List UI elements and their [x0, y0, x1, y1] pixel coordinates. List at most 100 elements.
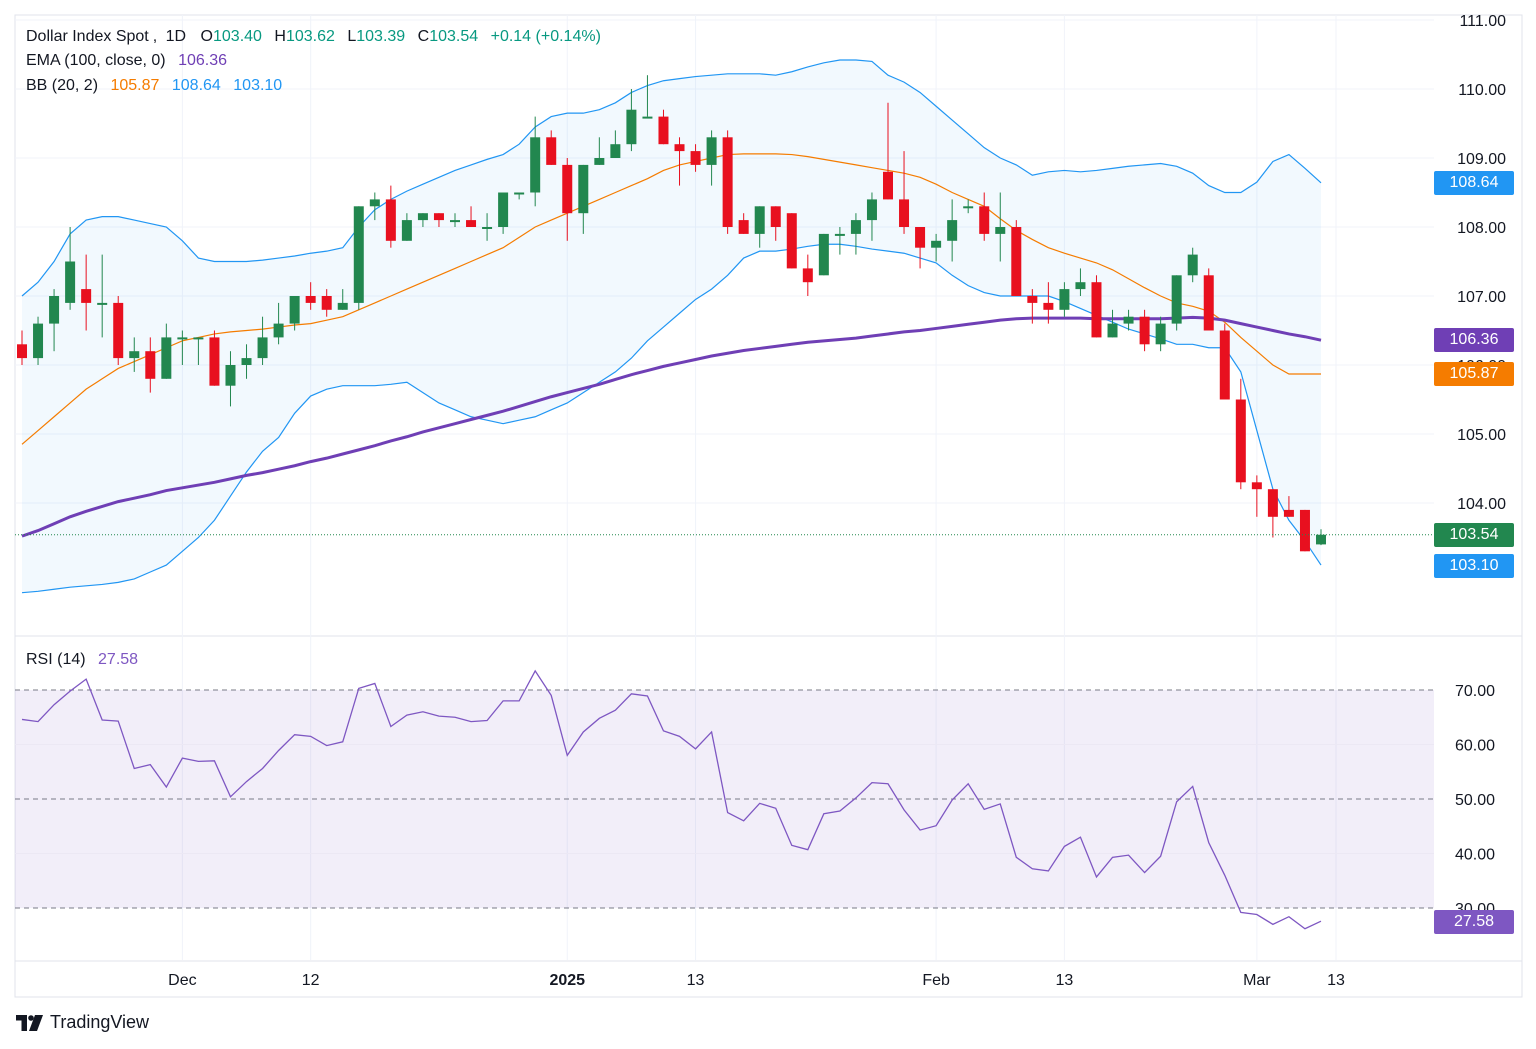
candle-body: [1139, 316, 1150, 345]
candle-body: [289, 296, 300, 324]
tradingview-logo[interactable]: TradingView: [16, 1012, 149, 1033]
bb-band-fill: [22, 60, 1321, 593]
candle-body: [113, 302, 124, 359]
candle: [450, 213, 460, 227]
candle: [113, 296, 124, 365]
ema-badge: 106.36: [1434, 328, 1514, 352]
candle: [915, 227, 926, 269]
candle: [1171, 275, 1182, 331]
candle-body: [1235, 399, 1246, 483]
rsi-tick-label: 50.00: [1455, 792, 1495, 809]
candle-body: [97, 302, 108, 305]
candle: [17, 330, 27, 365]
candle: [193, 337, 204, 365]
bb-basis-line: [21, 153, 1321, 445]
candle: [1235, 378, 1246, 490]
candle: [321, 289, 332, 317]
low-value: 103.39: [356, 28, 406, 45]
candle-body: [866, 199, 877, 221]
candle-body: [995, 227, 1006, 234]
candle-body: [834, 233, 845, 236]
candle-body: [1091, 282, 1102, 338]
bb-label: BB (20, 2): [26, 77, 99, 94]
candle-body: [450, 220, 460, 223]
candle-body: [321, 296, 332, 310]
chart-frame: [14, 14, 1523, 998]
candle: [818, 233, 829, 276]
bb-upper-value: 108.64: [171, 77, 221, 94]
candle: [1316, 529, 1326, 546]
rsi-legend-value: 27.58: [98, 651, 139, 668]
bb-lower-badge: 103.10: [1434, 554, 1514, 578]
price-tick-label: 107.00: [1457, 289, 1506, 306]
candle: [931, 233, 942, 262]
candle-body: [979, 206, 990, 234]
candle-body: [658, 116, 669, 145]
candle-body: [65, 261, 76, 303]
bb-basis-value: 105.87: [110, 77, 160, 94]
candle-body: [241, 358, 252, 365]
candle: [369, 192, 380, 221]
candle: [1267, 489, 1278, 538]
candle: [177, 330, 188, 365]
rsi-tick-label: 40.00: [1455, 847, 1495, 864]
candle-body: [722, 137, 733, 227]
candle: [49, 289, 60, 352]
candle-body: [385, 199, 396, 241]
candle: [1203, 268, 1214, 331]
candle: [786, 213, 797, 269]
candle-body: [225, 365, 236, 386]
candle-body: [1187, 254, 1198, 276]
candle-body: [530, 137, 541, 193]
high-value: 103.62: [285, 28, 335, 45]
candle-body: [81, 289, 92, 303]
time-tick-label: 2025: [549, 972, 585, 989]
time-tick-label: 12: [302, 972, 320, 989]
candle: [1155, 316, 1166, 352]
candle: [594, 137, 605, 165]
symbol-name: Dollar Index Spot: [26, 28, 149, 45]
candle-body: [433, 213, 444, 221]
candle: [530, 116, 541, 207]
candle-body: [482, 227, 493, 229]
tradingview-icon: [16, 1014, 43, 1031]
candle-body: [17, 344, 27, 359]
candle: [1283, 496, 1294, 517]
candle-body: [642, 116, 653, 119]
candle-body: [257, 337, 268, 359]
candle-body: [915, 227, 926, 248]
ema-label: EMA (100, close, 0): [26, 52, 166, 69]
candle: [161, 323, 172, 379]
bb-upper-badge: 108.64: [1434, 171, 1514, 195]
candle-body: [337, 302, 348, 310]
candle: [947, 199, 958, 262]
candle-body: [1219, 330, 1230, 400]
ema-legend: EMA (100, close, 0) 106.36: [26, 52, 231, 70]
candle: [1043, 282, 1054, 324]
candle-body: [353, 206, 364, 303]
price-tick-label: 105.00: [1457, 427, 1506, 444]
candle: [738, 213, 749, 234]
price-tick-label: 110.00: [1458, 82, 1506, 99]
candle: [1011, 220, 1022, 296]
candle-body: [1075, 282, 1086, 290]
candle: [1027, 289, 1038, 324]
candle: [81, 254, 92, 331]
candle: [257, 316, 268, 365]
candle-body: [931, 240, 942, 248]
price-tick-label: 104.00: [1457, 496, 1506, 513]
candle-body: [738, 220, 749, 234]
candle-body: [674, 144, 685, 152]
candle-body: [883, 171, 893, 200]
candle: [1075, 268, 1086, 296]
candle: [883, 102, 893, 200]
candle-body: [754, 206, 765, 234]
candle: [722, 130, 733, 234]
candle-body: [1299, 509, 1310, 552]
rsi-label: RSI (14): [26, 651, 86, 668]
candle: [385, 185, 396, 248]
candle: [995, 192, 1006, 262]
candle: [1123, 309, 1134, 331]
candle: [866, 192, 877, 241]
